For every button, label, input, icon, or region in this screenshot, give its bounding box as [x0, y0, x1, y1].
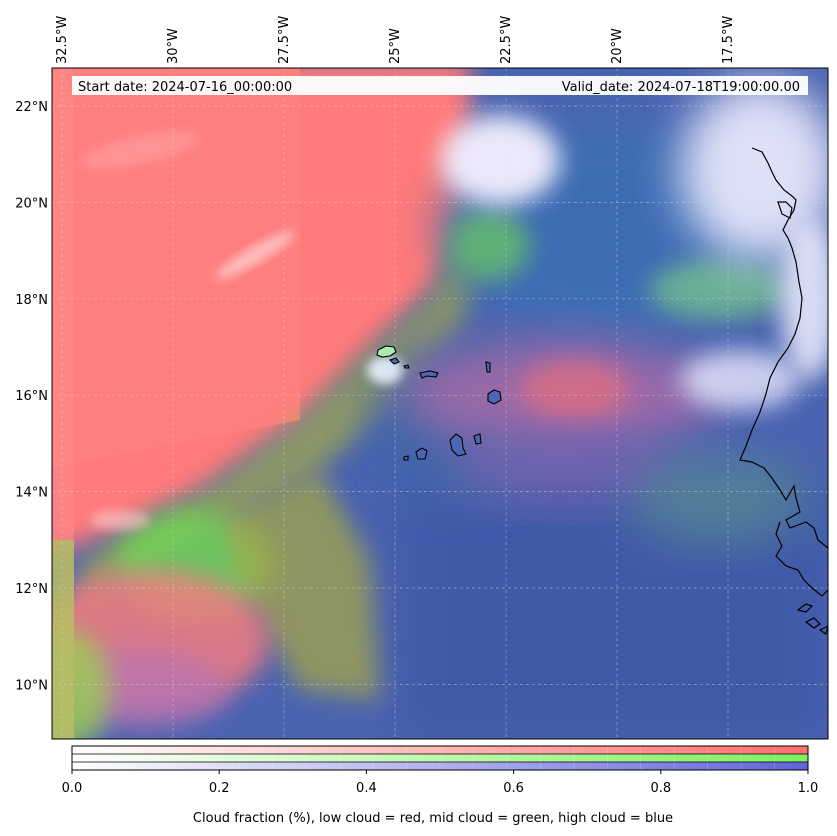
- start-date-label: Start date: 2024-07-16_00:00:00: [78, 80, 292, 95]
- cloud-fraction-field: [52, 68, 828, 739]
- colorbar-mid-cloud: [72, 754, 808, 762]
- island-brava: [403, 455, 409, 461]
- valid-date-label: Valid_date: 2024-07-18T19:00:00.00: [562, 80, 800, 95]
- coast-islands-guinea: [796, 603, 828, 635]
- island-fogo: [415, 447, 428, 460]
- colorbar-tick-label: 0.2: [209, 781, 230, 796]
- lat-tick-label: 20°N: [15, 196, 48, 211]
- lat-tick-label: 22°N: [15, 100, 48, 115]
- colorbar-tick-label: 1.0: [798, 781, 819, 796]
- map-frame: [51, 67, 829, 740]
- island-sal: [485, 361, 491, 373]
- lon-tick-label: 32.5°W: [55, 16, 70, 64]
- lon-tick-label: 17.5°W: [721, 16, 736, 64]
- island-boa-vista: [487, 389, 502, 405]
- colorbar-caption: Cloud fraction (%), low cloud = red, mid…: [193, 811, 673, 826]
- colorbar-tick-label: 0.0: [62, 781, 83, 796]
- latitude-tick-labels: 22°N 20°N 18°N 16°N 14°N 12°N 10°N: [15, 100, 48, 693]
- africa-coastline: [739, 147, 828, 549]
- lon-tick-label: 30°W: [166, 28, 181, 64]
- island-sao-vicente: [388, 357, 400, 365]
- lon-tick-label: 22.5°W: [499, 16, 514, 64]
- colorbar-tick-label: 0.4: [356, 781, 377, 796]
- island-santo-antao: [376, 345, 397, 358]
- island-santa-luzia: [403, 364, 410, 369]
- island-santiago: [449, 433, 467, 457]
- africa-coastline-south: [775, 521, 828, 597]
- lat-tick-label: 12°N: [15, 582, 48, 597]
- colorbar-low-cloud: [72, 746, 808, 754]
- lat-tick-label: 18°N: [15, 293, 48, 308]
- island-maio: [473, 433, 482, 445]
- lon-tick-label: 25°W: [388, 28, 403, 64]
- colorbar: 0.0 0.2 0.4 0.6 0.8 1.0: [62, 745, 819, 796]
- colorbar-tick-label: 0.6: [503, 781, 524, 796]
- colorbar-high-cloud: [72, 762, 808, 770]
- lon-tick-label: 20°W: [610, 28, 625, 64]
- island-sao-nicolau: [419, 370, 439, 379]
- coast-inlet: [777, 201, 793, 219]
- lon-tick-label: 27.5°W: [277, 16, 292, 64]
- lat-tick-label: 16°N: [15, 389, 48, 404]
- colorbar-frame: [71, 745, 809, 771]
- date-banner: [72, 76, 808, 95]
- lat-tick-label: 10°N: [15, 678, 48, 693]
- lat-tick-label: 14°N: [15, 486, 48, 501]
- colorbar-tick-label: 0.8: [650, 781, 671, 796]
- longitude-tick-labels: 32.5°W 30°W 27.5°W 25°W 22.5°W 20°W 17.5°W: [55, 16, 736, 64]
